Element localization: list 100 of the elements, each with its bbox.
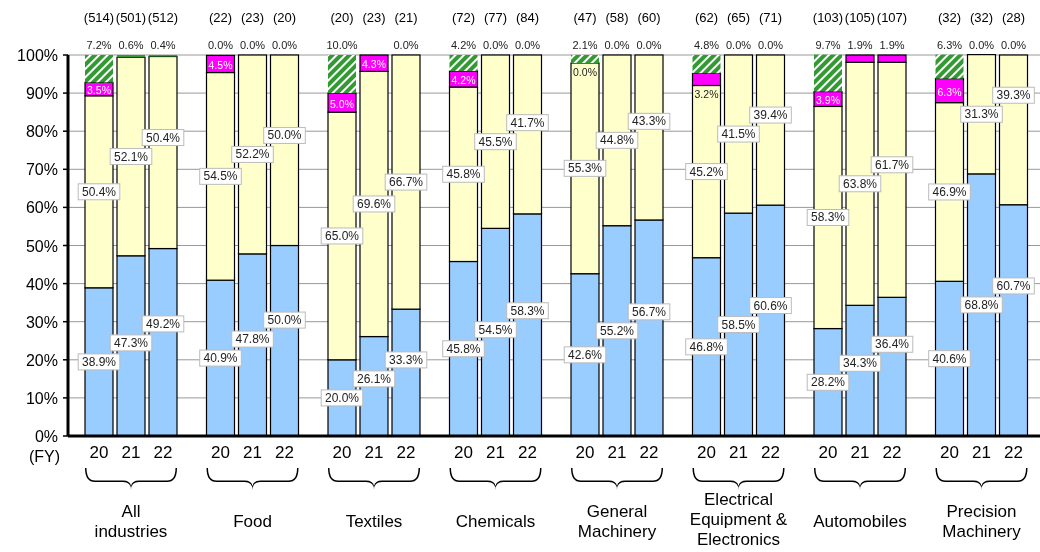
y-tick-label: 10% bbox=[25, 389, 58, 407]
data-label: 55.3% bbox=[567, 161, 603, 176]
data-label: 7.2% bbox=[86, 39, 112, 51]
data-label: 26.1% bbox=[356, 371, 392, 386]
data-label: 50.0% bbox=[267, 128, 302, 143]
text: (72) bbox=[451, 10, 476, 25]
text: Electrical Equipment & Electronics bbox=[689, 490, 788, 549]
text: Food bbox=[233, 512, 272, 531]
data-label: 4.2% bbox=[451, 74, 476, 86]
x-tick-label: 21 bbox=[486, 443, 505, 462]
x-tick-label: 21 bbox=[121, 443, 141, 462]
data-label: 4.5% bbox=[208, 58, 233, 71]
x-tick-label: 20 bbox=[940, 443, 959, 462]
text: (514) bbox=[83, 10, 115, 25]
y-tick-label: 90% bbox=[25, 85, 58, 103]
data-label: 42.6% bbox=[567, 347, 603, 362]
text: Chemicals bbox=[455, 512, 536, 531]
data-label: 3.9% bbox=[816, 94, 840, 107]
data-label: 41.7% bbox=[510, 115, 545, 130]
data-label: 0.0% bbox=[757, 39, 784, 51]
text: (60) bbox=[637, 10, 661, 25]
data-label: 69.6% bbox=[356, 196, 392, 211]
data-label: 61.7% bbox=[874, 157, 910, 172]
text: (512) bbox=[147, 10, 179, 25]
data-label: 1.9% bbox=[847, 39, 873, 51]
data-label: 58.3% bbox=[510, 303, 545, 318]
data-label: 58.5% bbox=[721, 317, 756, 332]
data-label: 0.0% bbox=[1000, 39, 1027, 51]
data-label: 45.8% bbox=[446, 167, 481, 182]
data-label: 40.9% bbox=[203, 351, 238, 366]
data-label: 0.0% bbox=[514, 39, 541, 51]
data-label: 50.0% bbox=[267, 313, 302, 328]
data-label: 4.2% bbox=[450, 39, 477, 51]
x-tick-label: 22 bbox=[1004, 443, 1023, 462]
data-label: 46.9% bbox=[932, 184, 967, 199]
text: (32) bbox=[969, 10, 994, 25]
text: (58) bbox=[605, 10, 629, 25]
text: General Machinery bbox=[577, 502, 657, 541]
y-tick-label: 60% bbox=[25, 199, 58, 217]
text: (62) bbox=[694, 10, 719, 25]
text: (20) bbox=[272, 10, 297, 25]
data-label: 0.0% bbox=[271, 39, 298, 51]
data-label: 3.5% bbox=[87, 84, 111, 97]
x-tick-label: 20 bbox=[575, 443, 595, 462]
text: (103) bbox=[812, 10, 844, 25]
data-label: 54.5% bbox=[478, 322, 513, 337]
text: (28) bbox=[1001, 10, 1026, 25]
data-label: 45.8% bbox=[446, 341, 481, 356]
y-tick-label: 100% bbox=[17, 47, 58, 64]
x-tick-label: 21 bbox=[607, 443, 627, 462]
data-label: 68.8% bbox=[964, 297, 999, 312]
data-label: 0.0% bbox=[968, 39, 995, 51]
data-label: 46.8% bbox=[689, 339, 724, 354]
data-label: 0.0% bbox=[636, 39, 662, 51]
data-label: 65.0% bbox=[324, 228, 360, 243]
x-tick-label: 20 bbox=[211, 443, 230, 462]
x-tick-label: 20 bbox=[454, 443, 473, 462]
data-label: 0.6% bbox=[118, 39, 144, 51]
y-tick-label: 50% bbox=[25, 237, 58, 255]
x-axis-title: (FY) bbox=[28, 448, 60, 465]
data-label: 4.8% bbox=[693, 39, 720, 51]
text: (47) bbox=[573, 10, 597, 25]
x-tick-label: 22 bbox=[882, 443, 902, 462]
y-tick-label: 20% bbox=[25, 351, 58, 369]
data-label: 0.0% bbox=[573, 66, 597, 78]
data-label: 52.1% bbox=[113, 149, 149, 164]
y-tick-label: 80% bbox=[25, 123, 58, 141]
data-label: 4.3% bbox=[362, 58, 386, 71]
data-label: 9.7% bbox=[815, 39, 841, 51]
text: Precision Machinery bbox=[942, 502, 1022, 541]
text: (32) bbox=[937, 10, 962, 25]
data-label: 34.3% bbox=[842, 356, 878, 371]
text: (20) bbox=[330, 10, 354, 25]
x-tick-label: 22 bbox=[396, 443, 416, 462]
text: All industries bbox=[94, 502, 168, 541]
data-label: 28.2% bbox=[810, 375, 846, 390]
data-label: 0.4% bbox=[150, 39, 176, 51]
x-tick-label: 22 bbox=[275, 443, 294, 462]
data-label: 36.4% bbox=[874, 337, 910, 352]
y-tick-label: 40% bbox=[25, 275, 58, 293]
data-label: 43.3% bbox=[631, 114, 667, 129]
x-tick-label: 21 bbox=[729, 443, 748, 462]
x-tick-label: 20 bbox=[89, 443, 109, 462]
text: (71) bbox=[758, 10, 783, 25]
data-label: 50.4% bbox=[81, 184, 117, 199]
data-label: 45.2% bbox=[689, 164, 724, 179]
data-label: 47.3% bbox=[113, 335, 149, 350]
data-label: 44.8% bbox=[599, 133, 635, 148]
data-label: 50.4% bbox=[145, 130, 181, 145]
text: (501) bbox=[115, 10, 147, 25]
data-label: 0.0% bbox=[725, 39, 752, 51]
text: Automobiles bbox=[813, 512, 907, 531]
data-label: 40.6% bbox=[932, 351, 967, 366]
x-tick-label: 21 bbox=[364, 443, 384, 462]
x-tick-label: 22 bbox=[153, 443, 173, 462]
data-label: 60.6% bbox=[753, 298, 788, 313]
text: (84) bbox=[515, 10, 540, 25]
data-label: 56.7% bbox=[631, 304, 667, 319]
text: (22) bbox=[208, 10, 233, 25]
text: (77) bbox=[483, 10, 508, 25]
